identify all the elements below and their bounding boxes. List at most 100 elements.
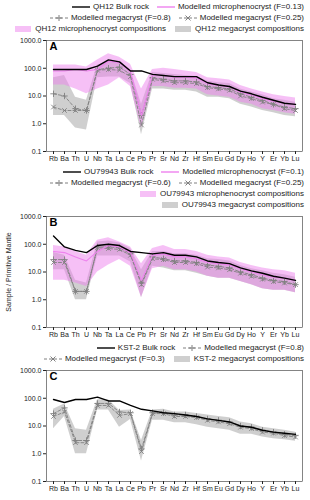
html-text:Modelled megacryst (F=0.8): Modelled megacryst (F=0.8) xyxy=(70,13,171,22)
svg-text:Rb: Rb xyxy=(49,485,58,492)
svg-text:A: A xyxy=(50,40,58,52)
svg-text:Y: Y xyxy=(260,485,265,492)
svg-text:1000.0: 1000.0 xyxy=(20,213,42,220)
html-text:OU79943 megacryst compositions: OU79943 megacryst compositions xyxy=(181,200,304,209)
svg-text:Dy: Dy xyxy=(236,331,245,339)
svg-text:Pr: Pr xyxy=(149,331,157,338)
svg-text:Eu: Eu xyxy=(214,155,223,162)
svg-text:Ce: Ce xyxy=(126,485,135,492)
html-text:Modelled microphenocryst (F=0.: Modelled microphenocryst (F=0.13) xyxy=(177,2,304,11)
svg-text:Nd: Nd xyxy=(170,155,179,162)
svg-text:Ce: Ce xyxy=(126,331,135,338)
html-text:Modelled megacryst (F=0.6): Modelled megacryst (F=0.6) xyxy=(70,178,171,187)
svg-text:1.0: 1.0 xyxy=(32,120,42,127)
svg-text:Th: Th xyxy=(71,485,79,492)
svg-text:1000.0: 1000.0 xyxy=(20,367,42,374)
svg-text:Pr: Pr xyxy=(149,485,157,492)
svg-text:Dy: Dy xyxy=(236,155,245,163)
svg-text:Hf: Hf xyxy=(193,485,200,492)
svg-text:Nd: Nd xyxy=(170,485,179,492)
html-text:Modelled megacryst (F=0.25): Modelled megacryst (F=0.25) xyxy=(199,13,304,22)
svg-text:U: U xyxy=(84,155,89,162)
html-text:QH12 Bulk rock: QH12 Bulk rock xyxy=(92,2,149,11)
svg-text:Er: Er xyxy=(270,155,278,162)
svg-text:10.0: 10.0 xyxy=(28,422,42,429)
svg-text:Sr: Sr xyxy=(160,155,168,162)
svg-text:Ba: Ba xyxy=(60,155,69,162)
svg-text:Ho: Ho xyxy=(247,331,256,338)
svg-text:10.0: 10.0 xyxy=(28,268,42,275)
svg-text:Er: Er xyxy=(270,485,278,492)
svg-text:Sample / Primitive Mantle: Sample / Primitive Mantle xyxy=(5,232,13,311)
svg-text:Lu: Lu xyxy=(292,485,300,492)
svg-text:Ho: Ho xyxy=(247,485,256,492)
svg-text:U: U xyxy=(84,331,89,338)
svg-text:Sr: Sr xyxy=(160,485,168,492)
svg-text:Th: Th xyxy=(71,155,79,162)
svg-text:Yb: Yb xyxy=(280,485,289,492)
svg-text:Rb: Rb xyxy=(49,331,58,338)
svg-text:Sm: Sm xyxy=(202,331,213,338)
svg-text:Ba: Ba xyxy=(60,331,69,338)
svg-text:Yb: Yb xyxy=(280,155,289,162)
svg-text:Nd: Nd xyxy=(170,331,179,338)
svg-text:La: La xyxy=(116,485,124,492)
html-text:OU79943 microphenocryst compos: OU79943 microphenocryst compositions xyxy=(159,189,304,198)
svg-text:Ta: Ta xyxy=(105,485,113,492)
html-text:Modelled microphenocryst (F=0.: Modelled microphenocryst (F=0.1) xyxy=(182,167,304,176)
svg-text:Nb: Nb xyxy=(93,485,102,492)
svg-text:Pb: Pb xyxy=(137,485,146,492)
svg-text:Ta: Ta xyxy=(105,331,113,338)
svg-text:B: B xyxy=(50,216,58,228)
svg-text:Hf: Hf xyxy=(193,155,200,162)
svg-text:Er: Er xyxy=(270,331,278,338)
svg-text:Hf: Hf xyxy=(193,331,200,338)
svg-text:Gd: Gd xyxy=(225,485,234,492)
svg-text:C: C xyxy=(50,370,58,382)
svg-text:Pr: Pr xyxy=(149,155,157,162)
svg-text:U: U xyxy=(84,485,89,492)
svg-text:Ho: Ho xyxy=(247,155,256,162)
svg-text:Sr: Sr xyxy=(160,331,168,338)
svg-text:Yb: Yb xyxy=(280,331,289,338)
svg-text:Rb: Rb xyxy=(49,155,58,162)
svg-text:Th: Th xyxy=(71,331,79,338)
svg-text:1.0: 1.0 xyxy=(32,450,42,457)
svg-text:Nb: Nb xyxy=(93,155,102,162)
svg-text:100.0: 100.0 xyxy=(24,394,42,401)
svg-text:0.1: 0.1 xyxy=(32,148,42,155)
svg-text:Zr: Zr xyxy=(182,155,189,162)
svg-text:Eu: Eu xyxy=(214,485,223,492)
svg-text:Ta: Ta xyxy=(105,155,113,162)
svg-text:0.1: 0.1 xyxy=(32,478,42,485)
svg-text:Zr: Zr xyxy=(182,331,189,338)
svg-text:Nb: Nb xyxy=(93,331,102,338)
svg-text:Eu: Eu xyxy=(214,331,223,338)
svg-text:Lu: Lu xyxy=(292,155,300,162)
svg-text:1000.0: 1000.0 xyxy=(20,37,42,44)
html-text:Modelled megacryst (F=0.25): Modelled megacryst (F=0.25) xyxy=(199,178,304,187)
svg-text:0.1: 0.1 xyxy=(32,324,42,331)
svg-text:Gd: Gd xyxy=(225,155,234,162)
svg-text:Sm: Sm xyxy=(202,155,213,162)
html-text:OU79943 Bulk rock: OU79943 Bulk rock xyxy=(84,167,154,176)
svg-text:Pb: Pb xyxy=(137,155,146,162)
svg-text:100.0: 100.0 xyxy=(24,64,42,71)
svg-text:Pb: Pb xyxy=(137,331,146,338)
svg-text:Y: Y xyxy=(260,155,265,162)
svg-text:Gd: Gd xyxy=(225,331,234,338)
svg-text:Ba: Ba xyxy=(60,485,69,492)
svg-text:La: La xyxy=(116,331,124,338)
svg-text:10.0: 10.0 xyxy=(28,92,42,99)
svg-text:Lu: Lu xyxy=(292,331,300,338)
html-text:QH12 microphenocryst compositi: QH12 microphenocryst compositions xyxy=(35,24,167,33)
svg-text:La: La xyxy=(116,155,124,162)
svg-text:Y: Y xyxy=(260,331,265,338)
svg-text:Zr: Zr xyxy=(182,485,189,492)
svg-text:Ce: Ce xyxy=(126,155,135,162)
svg-text:1.0: 1.0 xyxy=(32,296,42,303)
svg-text:Sm: Sm xyxy=(202,485,213,492)
html-text:QH12 megacryst compositions: QH12 megacryst compositions xyxy=(195,24,304,33)
svg-text:Dy: Dy xyxy=(236,485,245,493)
svg-text:100.0: 100.0 xyxy=(24,240,42,247)
